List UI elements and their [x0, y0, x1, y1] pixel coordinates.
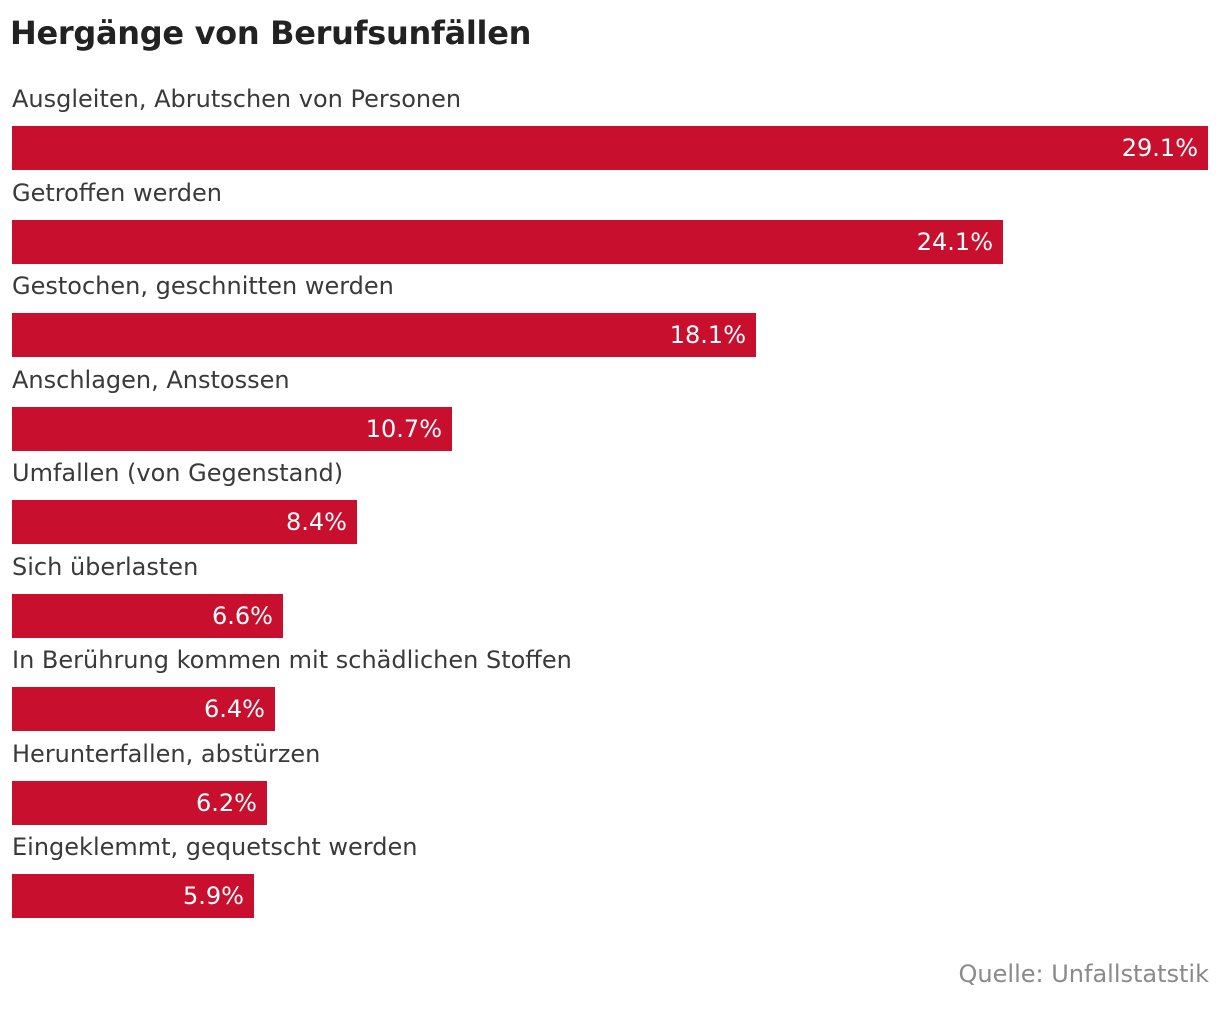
bar-value-label: 10.7%	[365, 414, 442, 443]
bar: 29.1%	[12, 126, 1208, 170]
bar-value-label: 18.1%	[669, 321, 746, 349]
bar: 8.4%	[12, 500, 357, 544]
bar: 6.4%	[12, 687, 275, 731]
category-label: Sich überlasten	[12, 552, 199, 581]
bar-value-label: 6.2%	[196, 788, 257, 817]
bar: 18.1%	[12, 313, 756, 357]
category-label: Umfallen (von Gegenstand)	[12, 459, 344, 487]
bar: 6.2%	[12, 780, 267, 825]
category-label: In Berührung kommen mit schädlichen Stof…	[12, 646, 572, 674]
bar-value-label: 24.1%	[916, 227, 993, 256]
category-label: Getroffen werden	[12, 178, 222, 207]
category-label: Gestochen, geschnitten werden	[12, 272, 394, 300]
bar: 24.1%	[12, 219, 1003, 264]
category-label: Herunterfallen, abstürzen	[12, 739, 321, 768]
bar-value-label: 6.6%	[212, 601, 273, 630]
bar-value-label: 8.4%	[286, 508, 347, 536]
category-label: Anschlagen, Anstossen	[12, 365, 290, 394]
bar-value-label: 29.1%	[1121, 134, 1198, 162]
bar: 10.7%	[12, 406, 452, 451]
category-label: Ausgleiten, Abrutschen von Personen	[12, 85, 462, 113]
bar: 5.9%	[12, 874, 254, 918]
bar: 6.6%	[12, 593, 283, 638]
bar-value-label: 5.9%	[183, 882, 244, 910]
bar-value-label: 6.4%	[204, 695, 265, 723]
chart-title: Hergänge von Berufsunfällen	[10, 14, 532, 52]
category-label: Eingeklemmt, gequetscht werden	[12, 833, 418, 861]
source-note: Quelle: Unfallstatstik	[958, 960, 1209, 988]
